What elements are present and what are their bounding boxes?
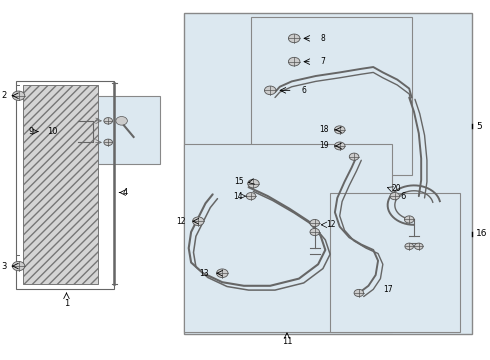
- Circle shape: [12, 261, 25, 271]
- Circle shape: [349, 153, 359, 160]
- Circle shape: [116, 117, 127, 125]
- Circle shape: [404, 216, 414, 223]
- Circle shape: [390, 193, 400, 200]
- Circle shape: [12, 91, 25, 100]
- Text: 6: 6: [301, 86, 306, 95]
- Circle shape: [217, 269, 228, 278]
- Text: 12: 12: [326, 220, 336, 229]
- Text: 9: 9: [28, 127, 34, 136]
- Text: 6: 6: [400, 192, 406, 201]
- Circle shape: [335, 142, 345, 150]
- Circle shape: [310, 220, 319, 226]
- Circle shape: [265, 86, 276, 95]
- Text: 13: 13: [200, 269, 209, 278]
- Text: 4: 4: [123, 188, 128, 197]
- Bar: [184, 13, 471, 334]
- Text: 1: 1: [64, 299, 69, 308]
- Bar: [251, 17, 412, 175]
- Text: 15: 15: [234, 177, 244, 186]
- Text: 12: 12: [176, 217, 185, 226]
- Circle shape: [247, 179, 259, 188]
- Circle shape: [246, 193, 256, 200]
- Circle shape: [405, 243, 414, 249]
- Text: 5: 5: [476, 122, 482, 131]
- Text: 3: 3: [1, 262, 6, 271]
- Text: 20: 20: [392, 184, 401, 193]
- Text: 14: 14: [233, 192, 243, 201]
- Text: 16: 16: [476, 229, 488, 238]
- Bar: [330, 193, 460, 332]
- Text: 19: 19: [319, 141, 329, 150]
- Bar: [184, 144, 392, 332]
- Text: 7: 7: [320, 57, 325, 66]
- Circle shape: [354, 289, 364, 297]
- Circle shape: [104, 139, 113, 145]
- Text: 10: 10: [48, 127, 58, 136]
- Bar: [24, 85, 98, 284]
- Text: 17: 17: [383, 285, 392, 294]
- Text: 11: 11: [282, 337, 292, 346]
- Circle shape: [415, 243, 423, 249]
- Circle shape: [289, 57, 300, 66]
- Text: 18: 18: [319, 125, 329, 134]
- Bar: [16, 81, 115, 289]
- Circle shape: [193, 217, 204, 226]
- Text: 2: 2: [1, 91, 6, 100]
- Circle shape: [289, 34, 300, 42]
- Circle shape: [104, 118, 113, 124]
- Circle shape: [310, 228, 319, 235]
- Text: 8: 8: [320, 34, 325, 43]
- Bar: [38, 96, 160, 164]
- Circle shape: [335, 126, 345, 134]
